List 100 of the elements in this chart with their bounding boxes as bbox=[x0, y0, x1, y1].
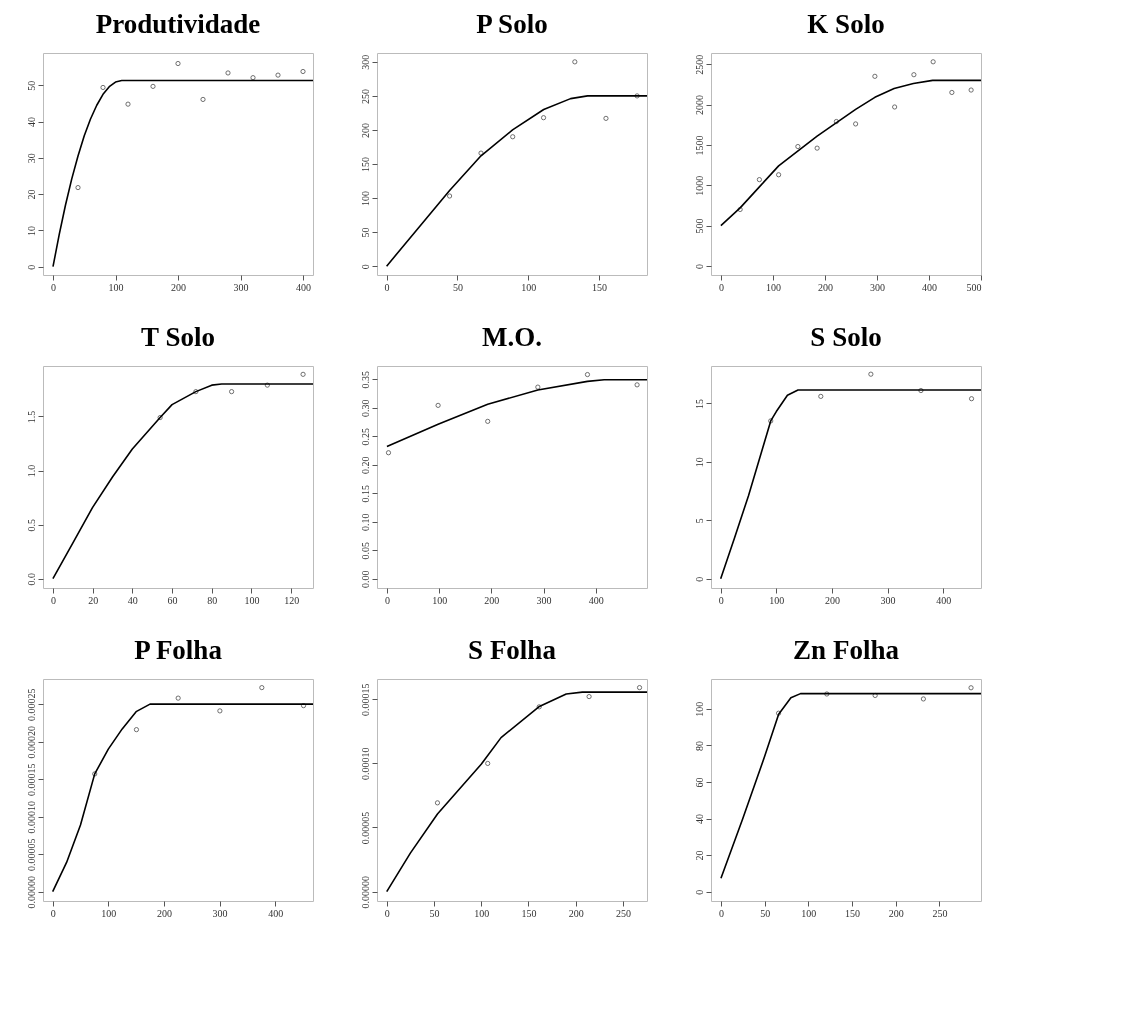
y-tick-label: 0.00000 bbox=[25, 875, 37, 909]
x-tick-label: 150 bbox=[591, 281, 607, 293]
y-tick-label: 100 bbox=[693, 701, 705, 717]
point bbox=[833, 119, 839, 125]
x-tick-label: 150 bbox=[521, 907, 537, 919]
line-series bbox=[720, 692, 981, 880]
y-tick-label: 300 bbox=[359, 54, 371, 70]
x-tick-label: 200 bbox=[171, 281, 186, 293]
y-tick-label: 40 bbox=[25, 117, 37, 128]
point bbox=[818, 393, 824, 399]
x-tick-label: 300 bbox=[233, 281, 249, 293]
x-tick-label: 100 bbox=[474, 907, 490, 919]
point bbox=[756, 177, 762, 183]
x-tick-label: 50 bbox=[429, 907, 440, 919]
y-tick-label: 0.00020 bbox=[25, 725, 37, 759]
chart-title: S Folha bbox=[468, 635, 557, 665]
line-series bbox=[386, 378, 647, 448]
y-tick-label: 0 bbox=[693, 263, 705, 269]
x-tick-label: 50 bbox=[760, 907, 771, 919]
x-tick-label: 300 bbox=[880, 594, 896, 606]
point bbox=[637, 685, 643, 691]
x-tick-label: 0 bbox=[384, 281, 390, 293]
x-tick-label: 200 bbox=[817, 281, 833, 293]
point bbox=[768, 418, 774, 424]
point bbox=[541, 115, 547, 121]
line-series bbox=[52, 383, 313, 580]
point bbox=[478, 150, 484, 156]
point bbox=[872, 692, 878, 698]
point bbox=[737, 206, 743, 212]
y-tick-label: 0.00015 bbox=[359, 683, 371, 716]
x-tick-label: 0 bbox=[384, 594, 390, 606]
y-tick-label: 0 bbox=[693, 576, 705, 582]
line-series bbox=[385, 95, 647, 267]
point bbox=[892, 104, 898, 110]
y-tick-label: 0 bbox=[25, 264, 37, 270]
point bbox=[918, 388, 924, 394]
point bbox=[968, 685, 974, 691]
x-tick-label: 300 bbox=[536, 594, 552, 606]
x-tick-label: 120 bbox=[284, 594, 300, 606]
point bbox=[824, 691, 830, 697]
point bbox=[868, 371, 874, 377]
x-tick-label: 400 bbox=[936, 594, 952, 606]
x-tick-label: 40 bbox=[127, 594, 138, 606]
point bbox=[920, 696, 926, 702]
line-series bbox=[51, 703, 313, 893]
point bbox=[485, 760, 491, 766]
point bbox=[264, 382, 270, 388]
x-tick-label: 400 bbox=[268, 907, 284, 919]
point bbox=[930, 59, 936, 65]
chart-title: K Solo bbox=[807, 9, 885, 39]
x-tick-label: 200 bbox=[484, 594, 500, 606]
point bbox=[586, 694, 592, 700]
point bbox=[572, 59, 578, 65]
x-tick-label: 400 bbox=[921, 281, 937, 293]
point bbox=[175, 695, 181, 701]
point bbox=[776, 710, 782, 716]
y-tick-label: 5 bbox=[693, 518, 705, 524]
x-tick-label: 0 bbox=[718, 907, 724, 919]
chart-title: Zn Folha bbox=[793, 635, 900, 665]
point bbox=[150, 83, 156, 89]
x-tick-label: 0 bbox=[718, 281, 724, 293]
x-tick-label: 0 bbox=[50, 594, 56, 606]
point bbox=[133, 727, 139, 733]
y-tick-label: 0 bbox=[693, 889, 705, 895]
x-tick-label: 250 bbox=[615, 907, 631, 919]
y-tick-label: 0.35 bbox=[359, 370, 371, 389]
point bbox=[193, 389, 199, 395]
line-series bbox=[52, 79, 313, 268]
chart-title: S Solo bbox=[810, 322, 882, 352]
chart-title: M.O. bbox=[482, 322, 542, 352]
point bbox=[259, 685, 265, 691]
y-tick-label: 1.0 bbox=[25, 464, 37, 478]
point bbox=[969, 396, 975, 402]
point bbox=[157, 415, 163, 421]
x-tick-label: 300 bbox=[869, 281, 885, 293]
x-tick-label: 50 bbox=[452, 281, 463, 293]
point bbox=[535, 384, 541, 390]
x-tick-label: 200 bbox=[824, 594, 840, 606]
chart-title: T Solo bbox=[141, 322, 215, 352]
point bbox=[634, 93, 640, 99]
point bbox=[100, 84, 106, 90]
chart-title: Produtividade bbox=[95, 9, 261, 39]
point bbox=[776, 172, 782, 178]
chart-title: P Solo bbox=[476, 9, 548, 39]
point bbox=[217, 708, 223, 714]
point bbox=[447, 193, 453, 199]
y-tick-label: 0.5 bbox=[25, 518, 37, 532]
x-tick-label: 100 bbox=[801, 907, 817, 919]
y-tick-label: 0.00015 bbox=[25, 763, 37, 796]
x-tick-label: 150 bbox=[845, 907, 861, 919]
line-series bbox=[720, 79, 981, 227]
y-tick-label: 0.00005 bbox=[359, 811, 371, 845]
y-tick-label: 0.00010 bbox=[25, 800, 37, 834]
x-tick-label: 200 bbox=[888, 907, 904, 919]
point bbox=[275, 72, 281, 78]
point bbox=[301, 703, 307, 709]
y-tick-label: 200 bbox=[359, 122, 371, 138]
point bbox=[225, 70, 231, 76]
y-tick-label: 0.20 bbox=[359, 456, 371, 474]
x-tick-label: 60 bbox=[167, 594, 178, 606]
